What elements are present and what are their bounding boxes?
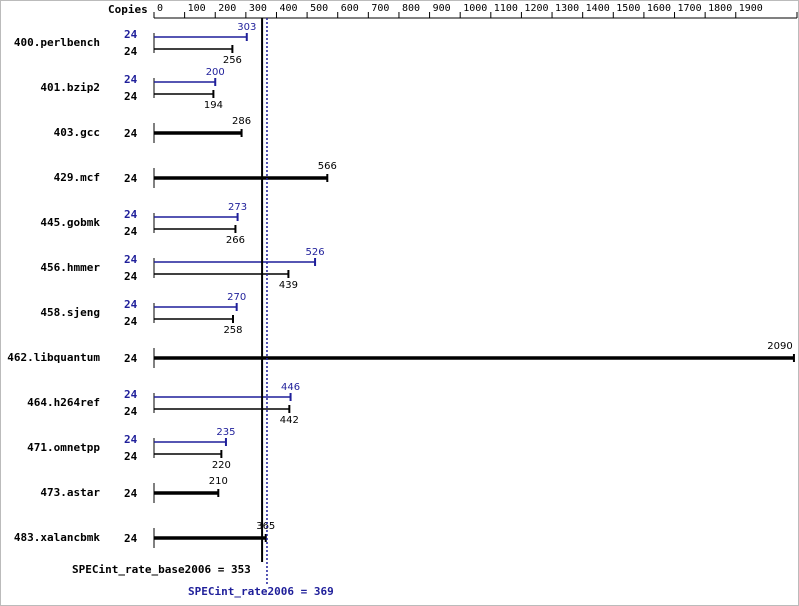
copies: 24: [124, 253, 138, 266]
copies: 24: [124, 405, 138, 418]
x-tick-label: 1200: [524, 3, 548, 14]
benchmark-name: 445.gobmk: [40, 216, 100, 229]
x-tick-label: 400: [279, 3, 297, 14]
x-tick-label: 1600: [647, 3, 671, 14]
copies: 24: [124, 45, 138, 58]
copies: 24: [124, 28, 138, 41]
value-label: 220: [212, 460, 231, 471]
x-tick-label: 200: [218, 3, 236, 14]
benchmark-name: 403.gcc: [54, 126, 100, 139]
benchmark-name: 483.xalancbmk: [14, 531, 100, 544]
benchmark-name: 401.bzip2: [40, 81, 100, 94]
copies: 24: [124, 127, 138, 140]
copies: 24: [124, 388, 138, 401]
copies: 24: [124, 532, 138, 545]
copies: 24: [124, 270, 138, 283]
value-label: 2090: [767, 341, 792, 352]
value-label: 270: [227, 292, 246, 303]
x-tick-label: 1400: [586, 3, 610, 14]
copies: 24: [124, 208, 138, 221]
x-tick-label: 900: [433, 3, 451, 14]
x-tick-label: 1700: [678, 3, 702, 14]
value-label: 286: [232, 116, 251, 127]
benchmark-name: 471.omnetpp: [27, 441, 100, 454]
value-label: 566: [318, 161, 337, 172]
x-tick-label: 1100: [494, 3, 518, 14]
value-label: 442: [280, 415, 299, 426]
value-label: 194: [204, 100, 223, 111]
copies: 24: [124, 90, 138, 103]
copies: 24: [124, 433, 138, 446]
x-tick-label: 1800: [708, 3, 732, 14]
value-label: 526: [306, 247, 325, 258]
benchmark-name: 464.h264ref: [27, 396, 100, 409]
value-label: 303: [237, 22, 256, 33]
value-label: 266: [226, 235, 245, 246]
x-tick-label: 800: [402, 3, 420, 14]
value-label: 235: [216, 427, 235, 438]
x-tick-label: 0: [157, 3, 163, 14]
copies: 24: [124, 450, 138, 463]
x-tick-label: 1900: [739, 3, 763, 14]
copies: 24: [124, 352, 138, 365]
copies: 24: [124, 298, 138, 311]
x-tick-label: 100: [188, 3, 206, 14]
value-label: 256: [223, 55, 242, 66]
benchmark-name: 462.libquantum: [7, 351, 100, 364]
copies: 24: [124, 172, 138, 185]
x-tick-label: 1000: [463, 3, 487, 14]
benchmark-name: 456.hmmer: [40, 261, 100, 274]
x-tick-label: 700: [371, 3, 389, 14]
x-tick-label: 500: [310, 3, 328, 14]
x-tick-label: 1500: [616, 3, 640, 14]
benchmark-name: 429.mcf: [54, 171, 100, 184]
copies-header: Copies: [108, 3, 148, 16]
benchmark-name: 473.astar: [40, 486, 100, 499]
reference-label: SPECint_rate2006 = 369: [188, 585, 334, 598]
value-label: 210: [209, 476, 228, 487]
benchmark-name: 458.sjeng: [40, 306, 100, 319]
value-label: 365: [256, 521, 275, 532]
x-tick-label: 300: [249, 3, 267, 14]
x-tick-label: 600: [341, 3, 359, 14]
value-label: 273: [228, 202, 247, 213]
copies: 24: [124, 315, 138, 328]
value-label: 200: [206, 67, 225, 78]
value-label: 446: [281, 382, 300, 393]
copies: 24: [124, 73, 138, 86]
copies: 24: [124, 487, 138, 500]
reference-label: SPECint_rate_base2006 = 353: [72, 563, 251, 576]
value-label: 258: [223, 325, 242, 336]
x-tick-label: 1300: [555, 3, 579, 14]
copies: 24: [124, 225, 138, 238]
value-label: 439: [279, 280, 298, 291]
benchmark-name: 400.perlbench: [14, 36, 100, 49]
